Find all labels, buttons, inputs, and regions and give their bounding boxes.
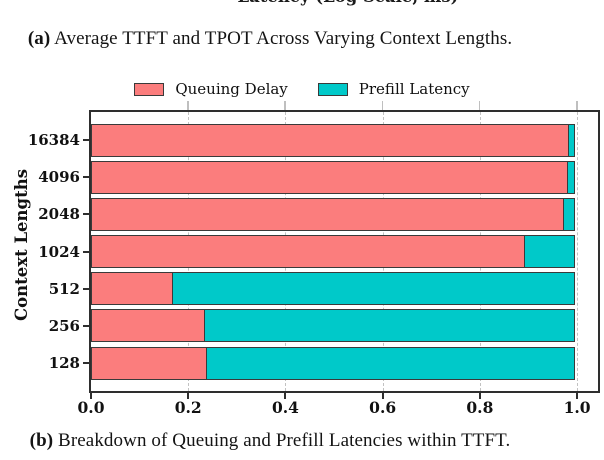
caption-b: (b) Breakdown of Queuing and Prefill Lat… (0, 430, 540, 452)
x-tick-label-0.4: 0.4 (271, 398, 299, 417)
top-tick-mark (381, 101, 384, 110)
prefill-latency-swatch-icon (317, 82, 348, 96)
y-tick-mark (83, 362, 89, 365)
y-tick-label-512: 512 (48, 279, 80, 298)
bar-segment-prefill-latency-2048 (563, 197, 576, 231)
x-tick-mark (478, 393, 481, 399)
caption-b-tag: (b) (29, 430, 54, 451)
x-tick-label-0.8: 0.8 (466, 398, 494, 417)
gridline-x-1.0 (577, 112, 579, 391)
bar-row-4096 (91, 160, 577, 194)
y-tick-mark (83, 324, 89, 327)
caption-b-text: Breakdown of Queuing and Prefill Latenci… (53, 430, 511, 451)
bar-row-512 (91, 272, 577, 306)
bar-row-1024 (91, 235, 577, 268)
top-tick-mark (187, 101, 189, 110)
bar-row-2048 (91, 197, 577, 231)
x-tick-mark (90, 393, 92, 399)
bar-segment-queuing-delay-2048 (91, 197, 565, 231)
y-tick-label-2048: 2048 (38, 205, 80, 224)
queuing-delay-swatch-icon (134, 82, 165, 96)
bar-segment-queuing-delay-256 (91, 309, 206, 343)
top-tick-mark (478, 101, 481, 110)
y-tick-label-1024: 1024 (38, 242, 80, 261)
y-tick-mark (83, 250, 89, 253)
y-tick-label-4096: 4096 (38, 168, 80, 187)
x-tick-label-0.6: 0.6 (369, 398, 397, 417)
chart-legend: Queuing Delay Prefill Latency (0, 78, 604, 100)
bar-segment-prefill-latency-16384 (568, 123, 576, 157)
y-tick-mark (83, 213, 89, 216)
bar-segment-prefill-latency-256 (203, 309, 576, 343)
legend-label-queuing-delay: Queuing Delay (175, 80, 288, 98)
x-tick-label-0.0: 0.0 (77, 398, 105, 417)
bar-segment-queuing-delay-16384 (91, 123, 570, 157)
bar-segment-prefill-latency-1024 (524, 235, 576, 268)
caption-a-text: Average TTFT and TPOT Across Varying Con… (50, 28, 513, 49)
bar-segment-queuing-delay-128 (91, 346, 208, 380)
x-tick-mark (381, 393, 384, 399)
y-tick-mark (83, 139, 89, 141)
bar-segment-queuing-delay-1024 (91, 235, 527, 268)
x-tick-mark (187, 393, 190, 399)
bar-segment-queuing-delay-512 (91, 272, 174, 306)
cropped-axis-title: Latency (Log Scale, ms) (218, 0, 478, 7)
top-tick-mark (284, 101, 286, 110)
legend-entry-prefill-latency: Prefill Latency (317, 80, 470, 98)
x-tick-mark (284, 393, 287, 399)
bar-row-128 (91, 346, 577, 380)
bar-segment-prefill-latency-128 (206, 346, 576, 380)
x-tick-mark (576, 393, 579, 399)
y-tick-label-256: 256 (48, 316, 80, 335)
x-tick-label-0.2: 0.2 (174, 398, 202, 417)
legend-label-prefill-latency: Prefill Latency (358, 80, 470, 98)
x-tick-label-1.0: 1.0 (563, 398, 591, 417)
legend-entry-queuing-delay: Queuing Delay (134, 80, 288, 98)
caption-a-tag: (a) (27, 28, 51, 49)
plot-area (89, 110, 600, 393)
y-tick-mark (83, 287, 89, 290)
y-tick-label-128: 128 (48, 354, 80, 373)
y-tick-label-16384: 16384 (27, 131, 80, 149)
bar-segment-prefill-latency-4096 (566, 160, 576, 194)
y-tick-mark (83, 176, 89, 179)
caption-a: (a) Average TTFT and TPOT Across Varying… (0, 28, 540, 50)
bar-segment-prefill-latency-512 (172, 272, 576, 306)
bar-row-256 (91, 309, 577, 343)
bar-row-16384 (91, 123, 577, 157)
top-tick-mark (576, 101, 578, 110)
bar-segment-queuing-delay-4096 (91, 160, 569, 194)
